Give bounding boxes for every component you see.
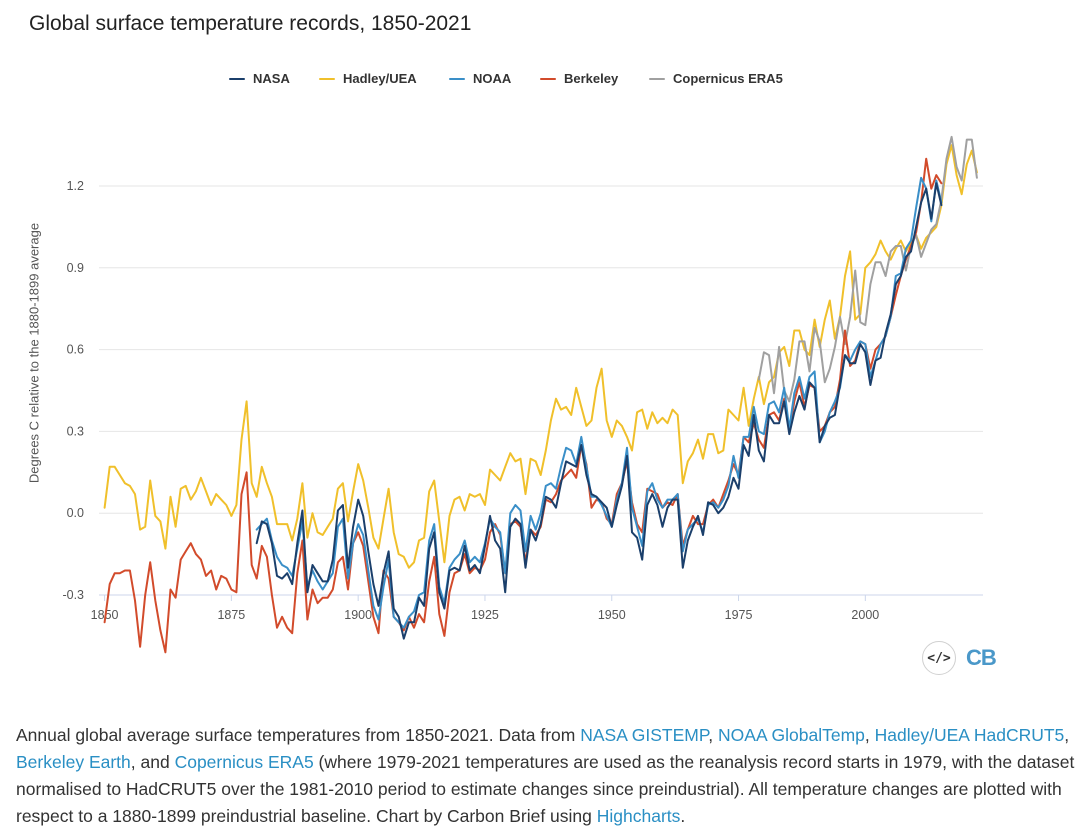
caption-text-4: , <box>1064 725 1070 745</box>
y-tick-label: 0.6 <box>67 343 84 357</box>
legend-swatch-era5 <box>649 77 665 80</box>
caption-text-6: (where 1979-2021 temperatures are used a… <box>16 752 1075 826</box>
legend-item-noaa[interactable]: NOAA <box>449 71 511 86</box>
chart-title: Global surface temperature records, 1850… <box>29 12 472 35</box>
legend-swatch-hadley <box>319 77 335 80</box>
x-tick-label: 1975 <box>725 608 753 622</box>
x-tick-label: 2000 <box>851 608 879 622</box>
y-tick-label: -0.3 <box>62 588 84 602</box>
y-tick-label: 1.2 <box>67 179 84 193</box>
x-tick-label: 1875 <box>217 608 245 622</box>
legend-item-berkeley[interactable]: Berkeley <box>540 71 618 86</box>
series-line-hadley-uea <box>103 144 978 569</box>
link-copernicus-era5[interactable]: Copernicus ERA5 <box>174 752 314 772</box>
legend-label-noaa: NOAA <box>473 71 512 86</box>
legend-item-era5[interactable]: Copernicus ERA5 <box>649 71 783 86</box>
caption-text-7: . <box>680 806 686 826</box>
link-nasa-gistemp[interactable]: NASA GISTEMP <box>580 725 709 745</box>
link-hadcrut5[interactable]: Hadley/UEA HadCRUT5 <box>874 725 1065 745</box>
y-axis-title-text: Degrees C relative to the 1880-1899 aver… <box>26 222 42 484</box>
caption-text-3: , <box>864 725 875 745</box>
legend-swatch-nasa <box>229 77 245 80</box>
legend-item-hadley[interactable]: Hadley/UEA <box>319 71 417 86</box>
x-tick-label: 1950 <box>598 608 626 622</box>
caption-text-1: Annual global average surface temperatur… <box>16 725 581 745</box>
caption-text-5: , and <box>130 752 175 772</box>
legend-label-hadley: Hadley/UEA <box>343 71 417 86</box>
embed-code-icon[interactable]: </> <box>922 641 956 675</box>
chart-caption: Annual global average surface temperatur… <box>16 722 1076 830</box>
series-line-noaa <box>255 176 943 629</box>
legend-item-nasa[interactable]: NASA <box>229 71 290 86</box>
link-berkeley-earth[interactable]: Berkeley Earth <box>16 752 131 772</box>
y-tick-label: 0.3 <box>67 424 84 438</box>
y-tick-label: 0.9 <box>67 261 84 275</box>
chart-legend: NASA Hadley/UEA NOAA Berkeley Copernicus… <box>0 71 1080 93</box>
carbon-brief-logo: CB <box>966 645 997 670</box>
link-noaa-globaltemp[interactable]: NOAA GlobalTemp <box>718 725 865 745</box>
link-highcharts[interactable]: Highcharts <box>596 806 681 826</box>
legend-swatch-noaa <box>449 77 465 80</box>
series-line-nasa <box>255 182 943 640</box>
legend-swatch-berkeley <box>540 77 556 80</box>
x-tick-label: 1925 <box>471 608 499 622</box>
x-tick-label: 1900 <box>344 608 372 622</box>
legend-label-nasa: NASA <box>253 71 290 86</box>
y-tick-label: 0.0 <box>67 506 84 520</box>
legend-label-berkeley: Berkeley <box>564 71 619 86</box>
caption-text-2: , <box>708 725 719 745</box>
legend-label-era5: Copernicus ERA5 <box>673 71 783 86</box>
